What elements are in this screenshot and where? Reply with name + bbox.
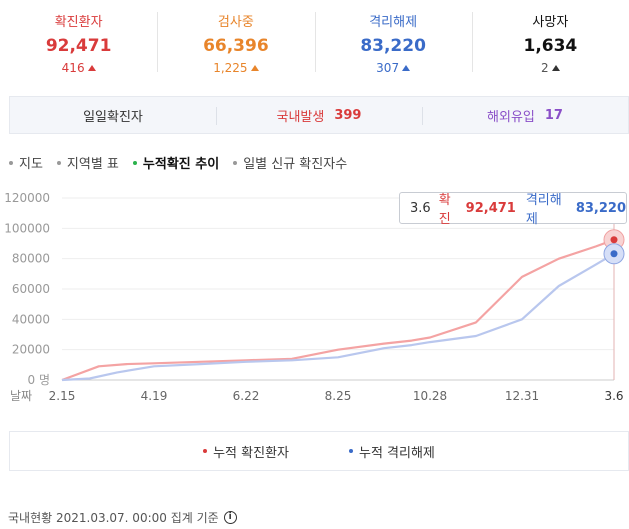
x-tick-label: 10.28: [413, 389, 447, 403]
tooltip-confirmed-value: 92,471: [465, 200, 516, 216]
up-arrow-icon: [87, 65, 96, 71]
up-arrow-icon: [402, 65, 411, 71]
stat-value: 83,220: [360, 36, 426, 56]
stat-value: 66,396: [203, 36, 269, 56]
legend-confirmed[interactable]: 누적 확진환자: [203, 442, 289, 461]
stat-value: 1,634: [523, 36, 578, 56]
bullet-icon: [56, 160, 61, 165]
y-tick-label: 80000: [12, 252, 50, 266]
stat-label: 검사중: [217, 15, 254, 30]
tab-daily-new[interactable]: 일별 신규 확진자수: [233, 153, 347, 172]
y-tick-label: 40000: [12, 312, 50, 326]
stat-value: 92,471: [45, 36, 112, 56]
y-tick-label: 100000: [4, 221, 50, 235]
x-tick-label: 8.25: [325, 389, 352, 403]
tab-map[interactable]: 지도: [9, 153, 43, 172]
y-tick-label: 0 명: [28, 373, 51, 387]
tooltip-confirmed-label: 확진: [438, 193, 451, 227]
x-tick-label: 12.31: [505, 389, 539, 403]
chart-tooltip: 3.6 확진 92,471 격리해제 83,220: [399, 192, 627, 227]
series-line: [61, 238, 615, 382]
footer-note: 국내현황 2021.03.07. 00:00 집계 기준 i: [8, 509, 237, 526]
x-tick-label: 3.6: [604, 389, 623, 403]
y-tick-label: 20000: [12, 343, 50, 357]
view-tabs: 지도 지역별 표 누적확진 추이 일별 신규 확진자수: [9, 153, 347, 172]
stat-testing: 검사중 66,396 1,225: [157, 0, 314, 82]
tooltip-released-label: 격리해제: [525, 193, 562, 227]
series-line: [61, 252, 615, 382]
tooltip-date: 3.6: [410, 200, 431, 216]
chart-legend: 누적 확진환자 누적 격리해제: [9, 431, 629, 471]
up-arrow-icon: [250, 65, 259, 71]
x-tick-label: 2.15: [49, 389, 76, 403]
legend-dot-icon: [349, 449, 353, 453]
stat-delta: 307: [315, 59, 472, 77]
bullet-icon: [233, 160, 238, 165]
released-end-point: [610, 250, 618, 258]
domestic-cases: 국내발생 399: [216, 97, 422, 133]
stat-label: 사망자: [532, 15, 569, 30]
overseas-cases: 해외유입 17: [422, 97, 628, 133]
x-tick-label: 4.19: [141, 389, 168, 403]
cumulative-trend-chart[interactable]: 0 명 20000 40000 60000 80000 100000 120000 2.15 4…: [0, 182, 629, 412]
stat-label: 확진환자: [54, 15, 103, 30]
tab-region-table[interactable]: 지역별 표: [56, 153, 119, 172]
stat-delta: 2: [472, 59, 629, 77]
legend-released[interactable]: 누적 격리해제: [349, 442, 435, 461]
stats-summary: 확진환자 92,471 416 검사중 66,396 1,225 격리해제 83…: [0, 0, 629, 82]
bullet-icon: [132, 160, 137, 165]
info-icon[interactable]: i: [223, 511, 237, 524]
up-arrow-icon: [551, 65, 560, 71]
stat-deaths: 사망자 1,634 2: [471, 0, 629, 82]
y-tick-label: 60000: [12, 282, 50, 296]
x-tick-label: 6.22: [233, 389, 260, 403]
daily-total-label: 일일확진자: [83, 109, 143, 125]
daily-cases-bar: 일일확진자 국내발생 399 해외유입 17: [9, 96, 629, 134]
stat-label: 격리해제: [369, 15, 418, 30]
x-axis-label: 날짜: [10, 389, 32, 403]
stat-delta: 416: [0, 59, 157, 77]
tab-cumulative-trend[interactable]: 누적확진 추이: [132, 153, 219, 172]
legend-dot-icon: [203, 449, 208, 453]
stat-delta: 1,225: [157, 59, 314, 77]
bullet-icon: [9, 160, 13, 165]
confirmed-end-point: [610, 236, 618, 244]
stat-confirmed: 확진환자 92,471 416: [0, 0, 157, 82]
tooltip-released-value: 83,220: [575, 200, 626, 216]
y-tick-label: 120000: [4, 191, 50, 205]
stat-released: 격리해제 83,220 307: [314, 0, 472, 82]
